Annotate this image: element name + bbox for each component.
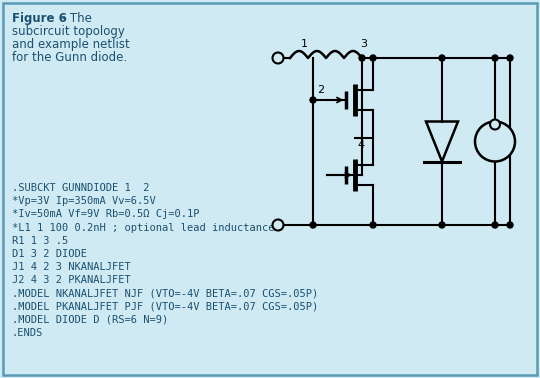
Text: subcircuit topology: subcircuit topology [12, 25, 125, 38]
Text: R1 1 3 .5: R1 1 3 .5 [12, 236, 68, 246]
Circle shape [439, 222, 445, 228]
Text: .MODEL NKANALJFET NJF (VTO=-4V BETA=.07 CGS=.05P): .MODEL NKANALJFET NJF (VTO=-4V BETA=.07 … [12, 288, 318, 299]
Circle shape [310, 222, 316, 228]
Circle shape [310, 97, 316, 103]
Circle shape [492, 222, 498, 228]
Circle shape [370, 222, 376, 228]
Text: D1 3 2 DIODE: D1 3 2 DIODE [12, 249, 87, 259]
Text: *L1 1 100 0.2nH ; optional lead inductance: *L1 1 100 0.2nH ; optional lead inductan… [12, 223, 274, 232]
Text: *Vp=3V Ip=350mA Vv=6.5V: *Vp=3V Ip=350mA Vv=6.5V [12, 196, 156, 206]
Text: .ENDS: .ENDS [12, 328, 43, 338]
Circle shape [507, 222, 513, 228]
Text: .MODEL PKANALJFET PJF (VTO=-4V BETA=.07 CGS=.05P): .MODEL PKANALJFET PJF (VTO=-4V BETA=.07 … [12, 302, 318, 312]
Text: 4: 4 [357, 139, 364, 150]
Circle shape [475, 121, 515, 161]
Circle shape [273, 53, 284, 64]
Text: J2 4 3 2 PKANALJFET: J2 4 3 2 PKANALJFET [12, 276, 131, 285]
Text: .SUBCKT GUNNDIODE 1  2: .SUBCKT GUNNDIODE 1 2 [12, 183, 150, 193]
Text: Figure 6: Figure 6 [12, 12, 67, 25]
Circle shape [273, 220, 284, 231]
Text: J1 4 2 3 NKANALJFET: J1 4 2 3 NKANALJFET [12, 262, 131, 272]
Circle shape [492, 55, 498, 61]
Circle shape [370, 55, 376, 61]
Circle shape [507, 55, 513, 61]
Circle shape [439, 55, 445, 61]
Text: 1: 1 [300, 39, 307, 49]
Text: and example netlist: and example netlist [12, 38, 130, 51]
Text: *Iv=50mA Vf=9V Rb=0.5Ω Cj=0.1P: *Iv=50mA Vf=9V Rb=0.5Ω Cj=0.1P [12, 209, 199, 219]
FancyBboxPatch shape [3, 3, 537, 375]
Text: .MODEL DIODE D (RS=6 N=9): .MODEL DIODE D (RS=6 N=9) [12, 315, 168, 325]
Text: 2: 2 [317, 85, 324, 95]
Circle shape [490, 119, 500, 130]
Text: for the Gunn diode.: for the Gunn diode. [12, 51, 127, 64]
Text: - The: - The [58, 12, 92, 25]
Text: 3: 3 [361, 39, 368, 49]
Circle shape [359, 55, 365, 61]
